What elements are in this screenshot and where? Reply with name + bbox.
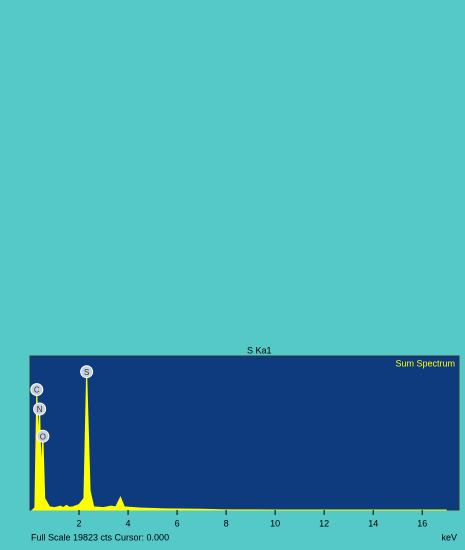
- x-axis-label: keV: [441, 532, 457, 542]
- panel-label: (a): [4, 7, 23, 26]
- element-map: [246, 5, 457, 168]
- x-tick-label: 4: [126, 518, 131, 528]
- peak-marker: [33, 402, 47, 416]
- panel-label: (b): [4, 357, 24, 376]
- peak-marker: [30, 383, 44, 397]
- peak-marker: [80, 365, 94, 379]
- peak-label: N: [37, 405, 43, 414]
- x-tick-label: 10: [270, 518, 280, 528]
- element-map: [33, 5, 244, 168]
- element-map: [33, 180, 244, 343]
- x-tick-label: 6: [175, 518, 180, 528]
- map-label: O Ka1: [247, 170, 273, 180]
- peak-label: S: [84, 368, 89, 377]
- element-map: [246, 180, 457, 343]
- x-tick-label: 14: [368, 518, 378, 528]
- x-tick-label: 16: [417, 518, 427, 528]
- x-tick-label: 2: [77, 518, 82, 528]
- spectrum-area: [31, 371, 447, 511]
- footer: Full Scale 19823 cts Cursor: 0.000: [31, 532, 169, 542]
- peak-label: C: [34, 386, 40, 395]
- map-label: N Ka1_2: [34, 345, 69, 355]
- map-label: S Ka1: [247, 345, 272, 355]
- map-label: C Ka1_2: [34, 170, 69, 180]
- x-tick-label: 8: [224, 518, 229, 528]
- plot-background: [29, 355, 460, 511]
- peak-marker: [36, 429, 50, 443]
- x-tick-label: 12: [319, 518, 329, 528]
- chart-title: Sum Spectrum: [395, 358, 455, 368]
- peak-label: O: [40, 432, 46, 441]
